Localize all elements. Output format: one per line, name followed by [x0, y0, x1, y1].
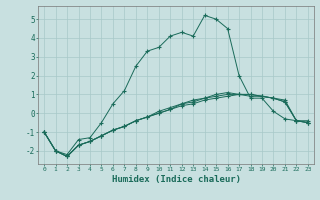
X-axis label: Humidex (Indice chaleur): Humidex (Indice chaleur): [111, 175, 241, 184]
